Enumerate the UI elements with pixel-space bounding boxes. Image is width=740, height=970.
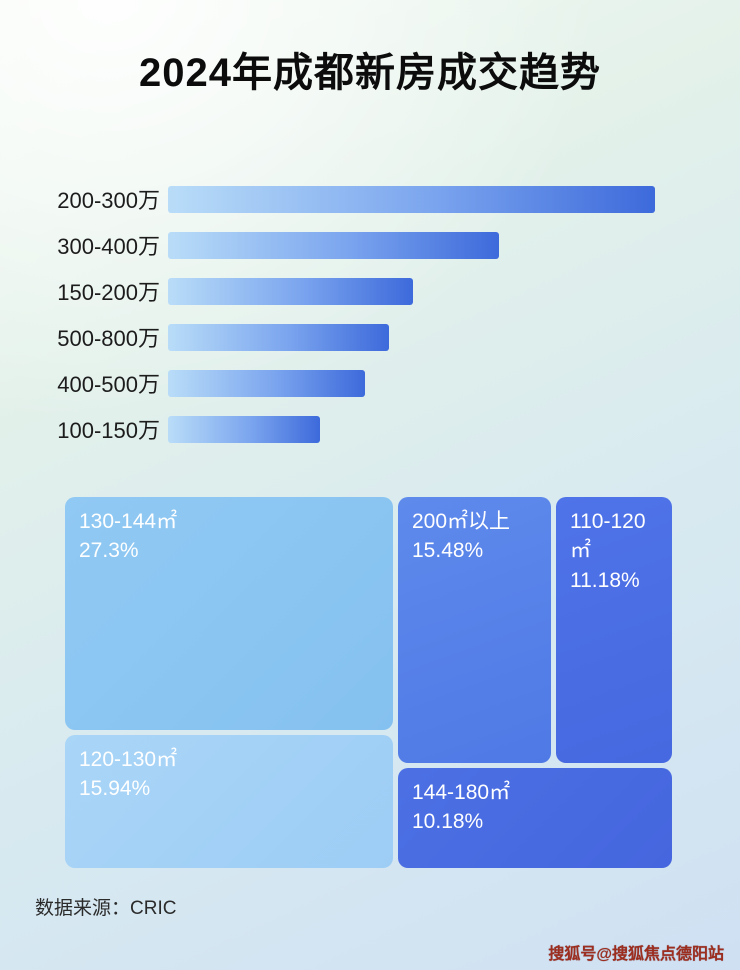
bar-label: 300-400万 — [57, 234, 160, 259]
data-source-label: 数据来源：CRIC — [35, 898, 177, 919]
watermark: 搜狐号@搜狐焦点德阳站 — [548, 946, 724, 963]
bar-label: 100-150万 — [57, 418, 160, 443]
tile-percent: 15.94% — [79, 777, 151, 801]
tile-percent: 11.18% — [570, 568, 640, 592]
bar — [168, 415, 320, 443]
bar — [168, 277, 413, 305]
treemap-tile: 120-130㎡ 15.94% — [65, 735, 393, 868]
tile-percent: 27.3% — [79, 539, 139, 563]
tile-label: 130-144㎡ — [79, 510, 178, 533]
bar — [168, 323, 389, 351]
bar-label: 400-500万 — [57, 372, 160, 397]
bar — [168, 185, 655, 213]
tile-label: 110-120㎡ — [570, 510, 646, 563]
tile-label: 200㎡以上 — [412, 510, 511, 533]
treemap-chart: 130-144㎡ 27.3% 200㎡以上 15.48% 110-120㎡ 11… — [65, 497, 672, 868]
bar-label: 200-300万 — [57, 188, 160, 213]
bar-label: 150-200万 — [57, 280, 160, 305]
bar-label: 500-800万 — [57, 326, 160, 351]
bar-chart: 200-300万 300-400万 150-200万 500-800万 400-… — [0, 185, 740, 461]
tile-label: 144-180㎡ — [412, 781, 511, 804]
bar — [168, 231, 499, 259]
treemap-tile: 110-120㎡ 11.18% — [556, 497, 672, 763]
tile-percent: 10.18% — [412, 810, 484, 834]
page-title: 2024年成都新房成交趋势 — [139, 51, 601, 95]
bar-row: 150-200万 — [0, 277, 740, 305]
treemap-tile: 130-144㎡ 27.3% — [65, 497, 393, 730]
bar-row: 300-400万 — [0, 231, 740, 259]
bar — [168, 369, 365, 397]
treemap-tile: 200㎡以上 15.48% — [398, 497, 551, 763]
tile-label: 120-130㎡ — [79, 748, 178, 771]
treemap-tile: 144-180㎡ 10.18% — [398, 768, 672, 868]
bar-row: 400-500万 — [0, 369, 740, 397]
bar-row: 200-300万 — [0, 185, 740, 213]
tile-percent: 15.48% — [412, 539, 484, 563]
bar-row: 500-800万 — [0, 323, 740, 351]
bar-row: 100-150万 — [0, 415, 740, 443]
